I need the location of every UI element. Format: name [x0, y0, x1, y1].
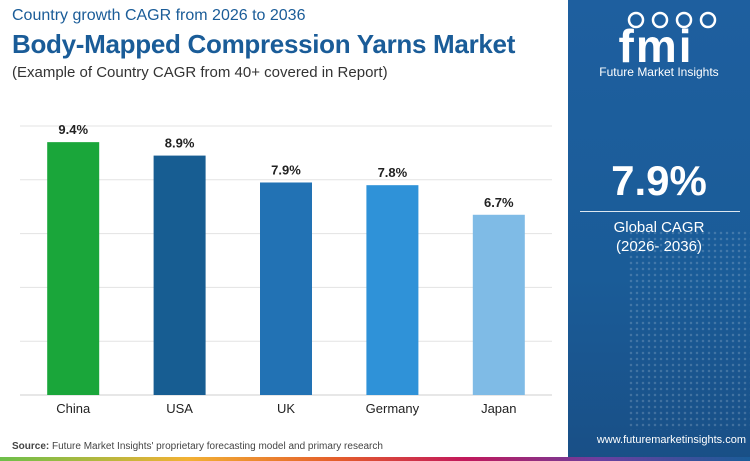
chart-note: (Example of Country CAGR from 40+ covere…	[12, 64, 388, 81]
source-label: Source:	[12, 441, 50, 452]
data-label-japan: 6.7%	[484, 195, 514, 210]
x-tick-label-usa: USA	[166, 401, 193, 416]
data-label-china: 9.4%	[58, 122, 88, 137]
bar-germany	[366, 185, 419, 395]
logo-name: Future Market Insights	[599, 65, 719, 79]
chart-title: Body-Mapped Compression Yarns Market	[12, 29, 516, 59]
global-cagr-value: 7.9%	[611, 157, 707, 204]
website-link[interactable]: www.futuremarketinsights.com	[596, 434, 746, 446]
logo-mark: fmi	[619, 20, 694, 72]
source-note: Source: Future Market Insights' propriet…	[12, 441, 383, 452]
data-label-uk: 7.9%	[271, 162, 301, 177]
divider	[580, 211, 740, 212]
chart-subtitle: Country growth CAGR from 2026 to 2036	[12, 7, 306, 24]
data-label-usa: 8.9%	[165, 136, 195, 151]
global-cagr-period: (2026- 2036)	[616, 238, 702, 255]
bar-chart: 9.4% China 8.9% USA 7.9% UK 7.8% Germany 6.7% Jap…	[20, 122, 552, 416]
x-tick-label-china: China	[56, 401, 91, 416]
x-tick-label-uk: UK	[277, 401, 295, 416]
global-cagr-label: Global CAGR	[613, 219, 705, 236]
fmi-logo: fmi	[619, 11, 717, 72]
bar-usa	[153, 155, 206, 395]
data-label-germany: 7.8%	[378, 165, 408, 180]
source-text: Future Market Insights' proprietary fore…	[52, 441, 383, 452]
bar-uk	[260, 182, 312, 395]
bar-japan	[472, 214, 525, 395]
color-strip	[0, 457, 750, 461]
bar-china	[47, 142, 100, 395]
x-tick-label-germany: Germany	[366, 401, 420, 416]
chart-panel: Country growth CAGR from 2026 to 2036 Bo…	[12, 7, 552, 452]
x-tick-label-japan: Japan	[481, 401, 516, 416]
summary-panel: fmi Future Market Insights 7.9% Global C…	[568, 0, 750, 461]
dot-pattern	[628, 230, 750, 430]
